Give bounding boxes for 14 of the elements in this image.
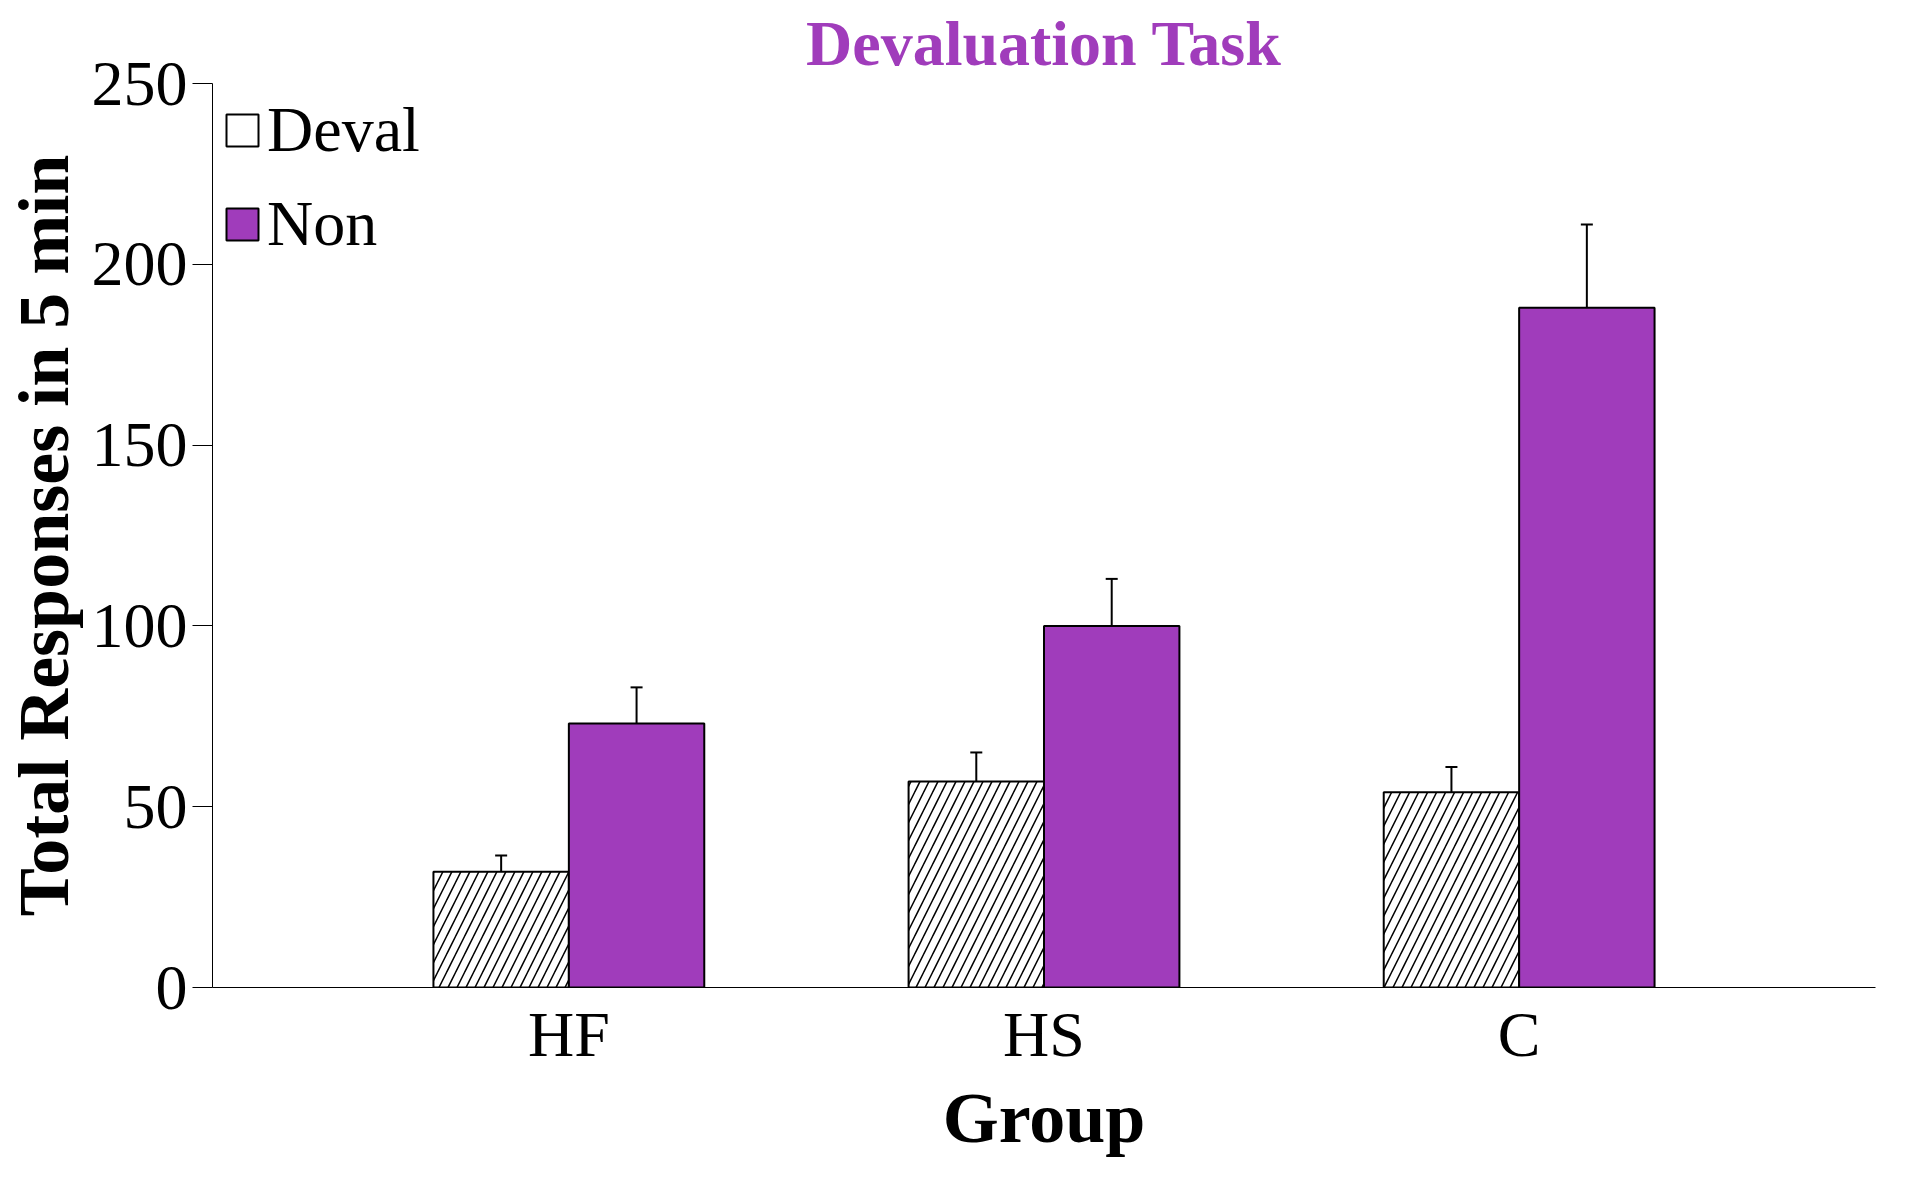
x-axis-title: Group: [942, 1077, 1146, 1158]
y-tick-label: 100: [91, 589, 188, 661]
chart-title: Devaluation Task: [806, 7, 1282, 79]
y-tick-label: 250: [91, 47, 188, 119]
y-axis-title: Total Responses in 5 min: [3, 154, 84, 917]
x-tick-label: C: [1497, 998, 1541, 1070]
legend-label: Non: [267, 187, 378, 261]
x-tick-label: HF: [527, 998, 610, 1070]
y-tick-label: 50: [123, 770, 188, 842]
y-tick-label: 150: [91, 409, 188, 481]
legend-label: Deval: [267, 93, 420, 167]
y-tick-label: 200: [91, 228, 188, 300]
x-tick-label: HS: [1003, 998, 1085, 1070]
y-tick-label: 0: [155, 951, 188, 1023]
